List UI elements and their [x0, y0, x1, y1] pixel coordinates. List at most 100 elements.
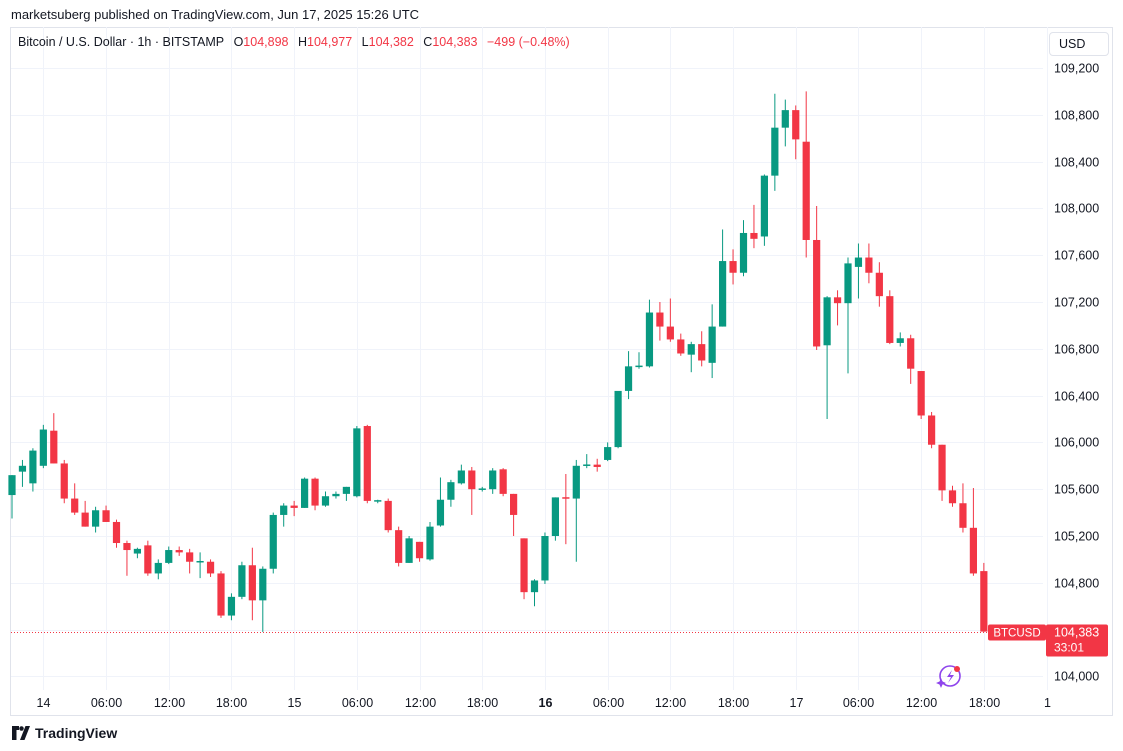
- candle-body: [541, 536, 549, 581]
- candle-body: [186, 552, 194, 562]
- candle-up: [8, 475, 16, 519]
- candle-down: [468, 466, 476, 515]
- candle-body: [217, 573, 225, 616]
- candle-up: [447, 479, 455, 507]
- symbol-tag-text: BTCUSD: [993, 628, 1040, 640]
- candle-up: [541, 532, 549, 584]
- time-tick-label: 16: [539, 696, 553, 710]
- currency-button[interactable]: USD: [1049, 32, 1109, 56]
- candle-up: [92, 506, 100, 533]
- candle-body: [457, 470, 465, 484]
- candle-body: [478, 488, 486, 490]
- time-tick-label: 12:00: [405, 696, 436, 710]
- candle-up: [29, 448, 37, 492]
- candle-body: [593, 464, 601, 467]
- time-tick-label: 17: [790, 696, 804, 710]
- candle-body: [687, 344, 695, 355]
- open-label: O: [233, 35, 244, 49]
- candle-down: [520, 538, 528, 600]
- candle-body: [436, 499, 445, 526]
- candle-up: [436, 477, 445, 527]
- candle-body: [342, 486, 350, 494]
- candle-up: [635, 352, 643, 369]
- candle-body: [520, 538, 528, 593]
- candle-body: [938, 444, 946, 491]
- candle-body: [969, 527, 977, 574]
- candle-up: [280, 503, 288, 527]
- time-tick-label: 06:00: [843, 696, 874, 710]
- tradingview-brand[interactable]: TradingView: [12, 725, 117, 741]
- price-tag-value: 104,383: [1054, 626, 1099, 640]
- candle-body: [259, 568, 267, 601]
- candle-up: [196, 552, 204, 579]
- time-axis: 14 06:00 12:00 18:00 15 06:00 12:00 18:00 16 06:0…: [37, 696, 1051, 710]
- chart-grid: [11, 27, 1048, 690]
- high-value: 104,977: [307, 35, 353, 49]
- candle-body: [499, 469, 507, 494]
- candle-body: [677, 339, 685, 354]
- candle-down: [875, 262, 883, 307]
- candle-down: [510, 493, 518, 536]
- candle-body: [771, 127, 779, 176]
- high-label: H: [297, 35, 307, 49]
- candle-down: [865, 243, 873, 284]
- candle-up: [227, 593, 236, 621]
- candle-down: [666, 298, 674, 342]
- candle-down: [969, 488, 977, 576]
- candle-up: [39, 424, 47, 469]
- candle-down: [175, 546, 183, 556]
- candle-up: [405, 536, 413, 563]
- candle-down: [144, 540, 152, 576]
- candle-body: [415, 541, 424, 559]
- candle-down: [813, 206, 821, 350]
- candle-body: [363, 426, 371, 501]
- price-tag-bg: [1046, 624, 1108, 657]
- candle-body: [645, 312, 654, 367]
- candle-body: [206, 561, 215, 574]
- price-tick-label: 106,000: [1054, 436, 1099, 450]
- candle-up: [18, 459, 27, 487]
- candle-body: [227, 596, 236, 616]
- candle-body: [301, 478, 309, 508]
- open-value: 104,898: [243, 35, 289, 49]
- candle-body: [959, 503, 967, 528]
- candle-up: [133, 547, 141, 559]
- candle-up: [478, 486, 486, 492]
- candles: [8, 91, 988, 632]
- candle-down: [562, 473, 570, 545]
- candle-up: [301, 477, 309, 508]
- time-tick-label: 12:00: [154, 696, 185, 710]
- candle-body: [133, 548, 141, 554]
- candle-body: [886, 296, 894, 343]
- candle-body: [175, 550, 183, 553]
- time-tick-label: 18:00: [718, 696, 749, 710]
- candle-body: [395, 530, 403, 563]
- candle-up: [572, 459, 580, 562]
- sparkle-assistant-icon[interactable]: [936, 665, 961, 688]
- candle-down: [71, 483, 79, 515]
- symbol-title[interactable]: Bitcoin / U.S. Dollar · 1h · BITSTAMP: [18, 35, 225, 49]
- chart-frame[interactable]: [10, 27, 1113, 716]
- candle-down: [290, 500, 298, 517]
- price-tag-countdown: 33:01: [1054, 641, 1084, 655]
- candle-up: [374, 499, 382, 504]
- candle-down: [60, 459, 68, 504]
- candle-down: [886, 290, 894, 345]
- candle-body: [468, 470, 476, 490]
- candle-body: [384, 500, 392, 531]
- candle-body: [562, 497, 570, 499]
- price-tick-label: 108,000: [1054, 202, 1099, 216]
- candle-body: [426, 526, 434, 560]
- symbol-header: Bitcoin / U.S. Dollar · 1h · BITSTAMP O1…: [18, 35, 570, 49]
- candle-body: [760, 175, 768, 237]
- time-tick-label: 12:00: [906, 696, 937, 710]
- candle-up: [645, 299, 654, 368]
- candle-down: [677, 333, 685, 356]
- candle-up: [238, 561, 246, 600]
- candle-up: [760, 174, 768, 246]
- candle-down: [802, 91, 810, 258]
- candle-body: [583, 464, 591, 466]
- candle-body: [60, 463, 68, 499]
